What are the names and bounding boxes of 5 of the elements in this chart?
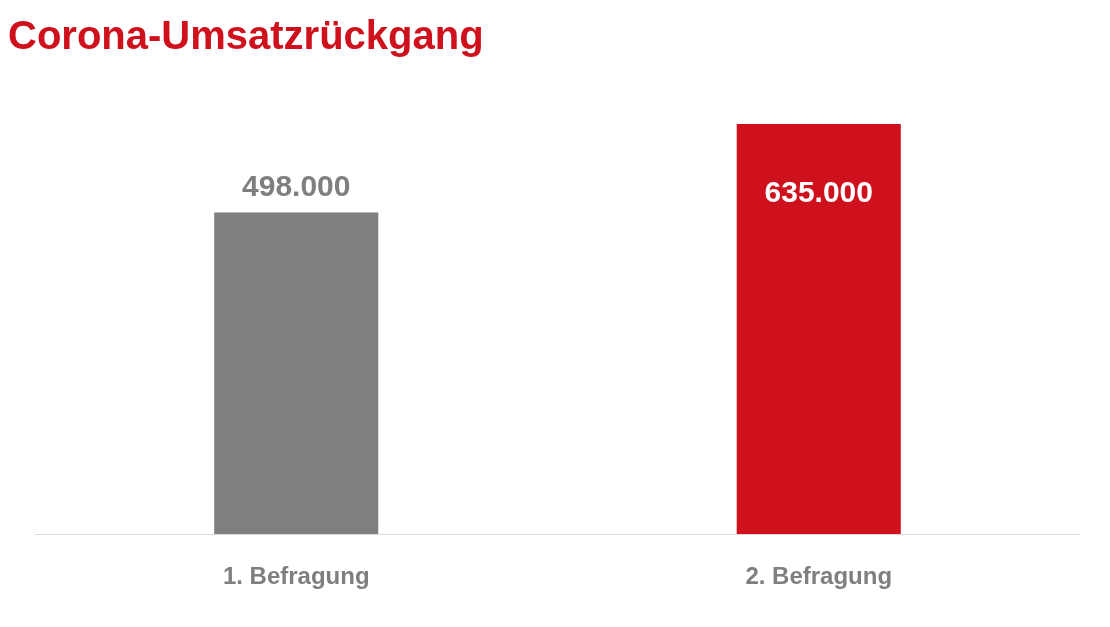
x-tick-label: 2. Befragung <box>745 562 893 589</box>
chart-title: Corona-Umsatzrückgang <box>8 13 484 57</box>
x-tick-label: 1. Befragung <box>222 562 370 589</box>
data-label: 635.000 <box>764 175 873 208</box>
data-label: 498.000 <box>242 169 351 203</box>
